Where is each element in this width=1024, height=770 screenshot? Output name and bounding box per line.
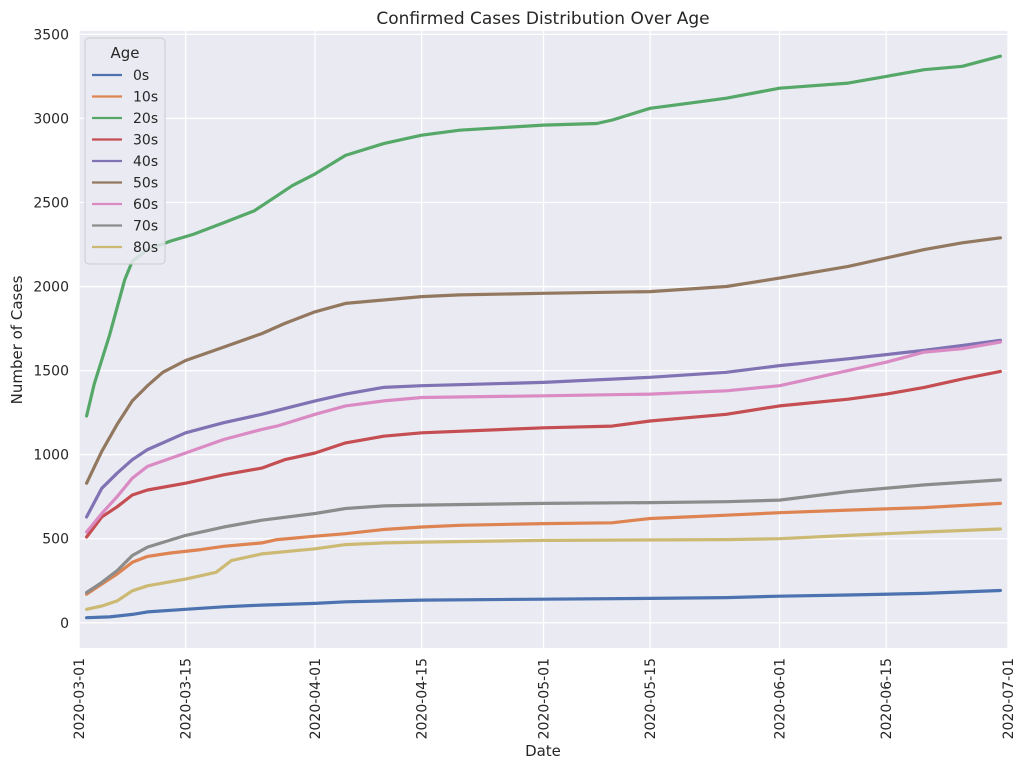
series-line-80s [84,527,1003,611]
series-line-50s [84,236,1003,485]
legend-box [84,37,166,265]
legend-label-70s: 70s [133,219,158,235]
y-tick-label: 0 [60,616,69,632]
x-axis-label: Date [525,742,561,760]
series-line-60s [84,340,1003,534]
x-tick-label: 2020-03-01 [72,658,88,739]
x-tick-label: 2020-04-15 [415,658,431,739]
series-line-40s [84,338,1003,519]
legend-title: Age [110,44,139,62]
y-tick-label: 1500 [33,364,69,380]
y-tick-label: 500 [42,532,69,548]
x-tick-label: 2020-05-01 [537,658,553,739]
x-tick-label: 2020-04-01 [308,658,324,739]
y-tick-label: 3500 [33,27,69,43]
legend-label-20s: 20s [133,111,158,127]
legend-label-60s: 60s [133,197,158,213]
series-line-10s [84,501,1003,596]
series-lines [84,54,1003,620]
legend-items: 0s 10s 20s 30s 40s 50s 60s 70s 80s [92,68,158,256]
x-tick-label: 2020-07-01 [1001,658,1017,739]
series-line-30s [84,369,1003,539]
legend-label-80s: 80s [133,240,158,256]
x-tick-label: 2020-03-15 [179,658,195,739]
y-tick-label: 1000 [33,448,69,464]
legend-label-0s: 0s [133,68,149,84]
x-axis-ticks: 2020-03-01 2020-03-15 2020-04-01 2020-04-15… [72,658,1017,739]
y-axis-ticks: 0 500 1000 1500 2000 2500 3000 3500 [33,27,69,631]
legend-label-40s: 40s [133,154,158,170]
grid-lines [78,31,1009,648]
y-tick-label: 2000 [33,280,69,296]
x-tick-label: 2020-05-15 [643,658,659,739]
x-tick-label: 2020-06-01 [773,658,789,739]
x-tick-label: 2020-06-15 [879,658,895,739]
y-tick-label: 3000 [33,111,69,127]
legend: Age 0s 10s 20s 30s 40s 50s 60s 70s 80s [84,37,166,265]
series-line-70s [84,478,1003,595]
legend-label-30s: 30s [133,133,158,149]
legend-label-10s: 10s [133,90,158,106]
series-line-0s [84,588,1003,620]
y-tick-label: 2500 [33,195,69,211]
y-axis-label: Number of Cases [8,275,26,404]
chart-title: Confirmed Cases Distribution Over Age [376,9,709,29]
legend-label-50s: 50s [133,176,158,192]
